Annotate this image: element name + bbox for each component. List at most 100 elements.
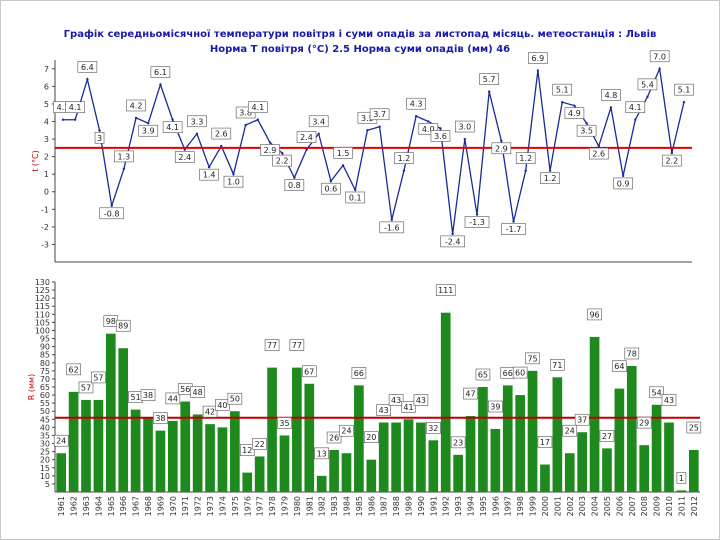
temperature-point [147,122,150,125]
data-label-box [625,101,646,114]
temperature-data-label: 3.3 [191,117,204,126]
data-label-box [649,50,670,63]
precipitation-bar [68,391,79,492]
precipitation-bar [217,427,228,492]
data-label-box [260,144,280,156]
data-label-box [435,284,456,296]
temperature-point [134,116,138,120]
y-tick-label: 105 [35,318,50,327]
precipitation-data-label: 96 [589,310,599,319]
x-tick-label: 1967 [132,496,141,516]
temperature-data-label: 3.4 [312,117,325,126]
precipitation-bar [502,385,513,492]
x-tick-label: 1980 [293,496,302,516]
temperature-data-label: 1.2 [398,154,411,163]
precipitation-bar [279,435,290,492]
x-tick-label: 1988 [392,496,401,516]
x-tick-label: 1961 [57,496,66,516]
data-label-box [165,392,181,405]
data-label-box [528,52,548,64]
data-label-box [624,347,640,360]
precipitation-data-label: 25 [689,424,699,433]
precipitation-data-label: 54 [651,388,661,397]
precipitation-data-label: 66 [354,369,364,378]
temperature-point [268,141,272,144]
temperature-point [621,174,625,178]
temperature-data-label: 5.4 [641,80,654,89]
data-label-box [339,424,354,437]
precipitation-bar [589,336,600,492]
temperature-point [244,123,247,127]
data-label-box [450,436,466,449]
data-label-box [78,381,94,394]
data-label-box [479,73,499,85]
data-label-box [126,99,146,112]
data-label-box [296,131,317,143]
data-label-box [363,431,379,443]
temperature-point [670,151,674,155]
x-tick-label: 1965 [107,496,116,516]
precipitation-bar [527,370,538,492]
y-tick-label: 110 [35,310,50,319]
data-label-box [190,386,205,398]
x-tick-label: 2004 [591,496,600,516]
temperature-data-label: 2.4 [300,133,313,142]
y-tick-label: 130 [35,278,50,287]
data-label-box [162,121,183,134]
y-tick-label: 3 [44,135,49,144]
temperature-data-label: 4.3 [410,100,423,109]
precipitation-data-label: 17 [540,438,550,447]
x-tick-label: 1985 [355,496,364,516]
y-tick-label: 6 [44,82,49,91]
temperature-data-label: 1.0 [227,178,240,187]
x-tick-label: 1987 [380,496,389,516]
temperature-data-label: 3.8 [239,108,252,117]
data-label-box [321,182,341,195]
temperature-point [110,204,113,207]
y-tick-label: 4 [44,117,49,126]
data-label-box [277,417,292,429]
x-tick-label: 1982 [318,496,327,516]
temperature-data-label: 3.9 [142,127,155,136]
y-tick-label: 5 [44,100,49,109]
y-tick-label: 15 [40,464,50,473]
temperature-data-label: 4.2 [130,101,143,110]
precipitation-bar [143,417,153,492]
temperature-point [512,220,515,223]
data-label-box [264,339,280,351]
x-tick-label: 1969 [156,496,165,516]
precipitation-bar [366,459,377,492]
temperature-point [61,118,65,121]
temperature-point [341,164,345,167]
temperature-point [305,148,308,151]
temperature-point [183,148,186,151]
precipitation-data-label: 24 [565,427,575,436]
x-tick-label: 1977 [256,496,265,516]
temperature-data-label: 4.1 [69,103,82,112]
data-label-box [211,127,232,140]
precipitation-data-label: 20 [366,433,376,442]
precipitation-bar [267,367,277,492]
data-label-box [464,216,490,228]
temperature-data-label: 4.0 [422,125,435,134]
data-label-box [430,130,451,142]
temperature-point [609,106,613,109]
data-label-box [488,400,503,413]
temperature-point [171,118,174,121]
temperature-data-label: 0.1 [349,193,362,202]
data-label-box [686,421,702,434]
precipitation-data-label: 77 [267,341,277,350]
data-label-box [540,172,560,184]
data-label-box [406,97,426,110]
temperature-data-label: 4.1 [166,123,179,132]
data-label-box [138,124,159,137]
y-tick-label: 65 [40,383,50,392]
y-tick-label: 0 [44,188,49,197]
temperature-point [293,176,296,179]
data-label-box [676,472,687,484]
x-tick-label: 1973 [206,496,215,516]
data-label-box [248,101,268,114]
precipitation-data-label: 51 [131,393,141,402]
data-label-box [475,368,491,381]
